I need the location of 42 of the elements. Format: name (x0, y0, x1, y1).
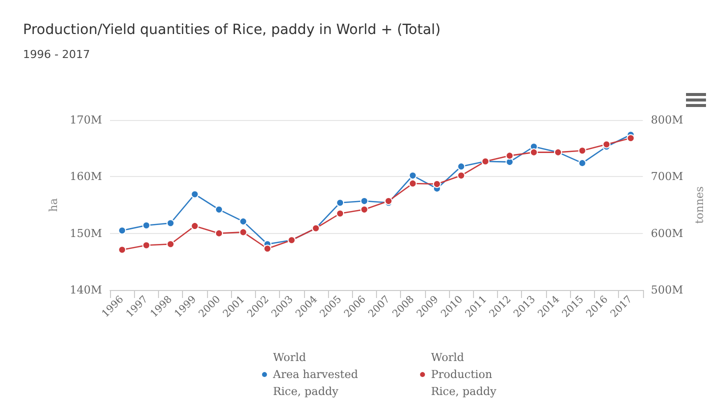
point (408, 172, 417, 180)
point (360, 197, 368, 206)
y-tick-label: 170M (70, 114, 102, 126)
point (506, 152, 514, 160)
point (118, 226, 126, 234)
point (457, 162, 466, 170)
point (190, 222, 199, 230)
legend-label: World Area harvested Rice, paddy (272, 351, 358, 398)
point (263, 244, 272, 253)
chart-title: Production/Yield quantities of Rice, paddy in World + (Total) (23, 22, 441, 38)
y2-tick-label: 500M (650, 284, 684, 296)
point (578, 159, 586, 168)
point (602, 140, 611, 148)
point (166, 219, 175, 228)
point (214, 206, 223, 214)
point (166, 240, 175, 248)
point (142, 221, 150, 230)
y-axis-title: ha (46, 198, 60, 212)
point (408, 179, 417, 188)
y2-axis-title: tonnes (693, 186, 706, 224)
point (190, 190, 199, 198)
point (214, 229, 223, 238)
point (336, 198, 344, 207)
point (626, 134, 635, 142)
point (578, 146, 586, 155)
y2-tick-label: 600M (650, 226, 684, 240)
legend-label: World Production Rice, paddy (431, 351, 498, 398)
point (118, 246, 126, 254)
point (239, 217, 248, 226)
point (360, 206, 368, 214)
y2-tick-label: 800M (650, 114, 684, 126)
chart-subtitle: 1996 - 2017 (23, 48, 90, 61)
point (457, 172, 466, 180)
point (530, 148, 538, 156)
y-tick-label: 150M (70, 226, 102, 240)
point (142, 241, 150, 250)
point (239, 228, 248, 236)
point (336, 210, 344, 218)
point (432, 180, 441, 188)
y-tick-label: 160M (70, 170, 102, 184)
y-tick-label: 140M (70, 284, 102, 296)
y2-tick-label: 700M (650, 170, 684, 184)
